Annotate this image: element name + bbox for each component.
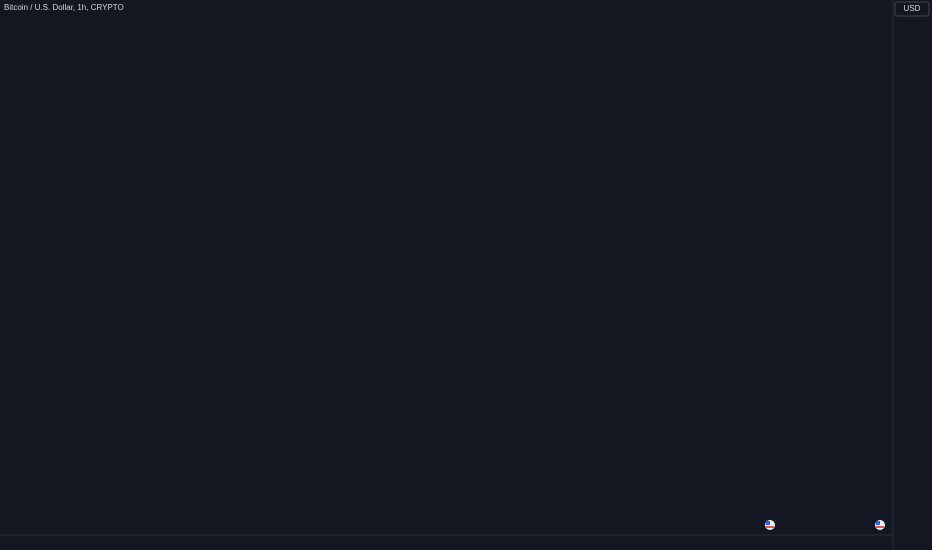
currency[interactable]: USD — [904, 4, 921, 13]
event-icon[interactable] — [765, 520, 775, 530]
event-icon[interactable] — [875, 520, 885, 530]
price-axis — [893, 0, 932, 550]
chart-title: Bitcoin / U.S. Dollar, 1h, CRYPTO — [4, 3, 124, 12]
currency-box[interactable] — [894, 1, 930, 17]
